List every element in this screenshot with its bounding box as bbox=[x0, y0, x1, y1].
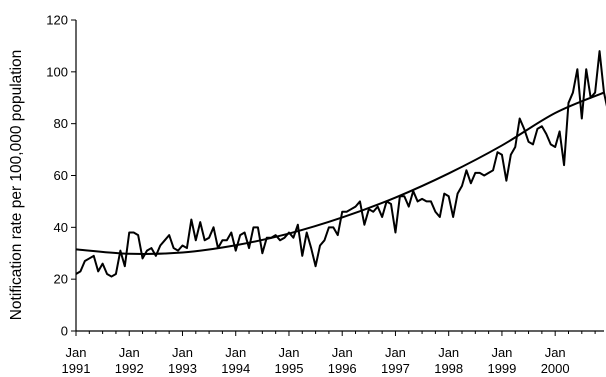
x-tick-label-month: Jan bbox=[491, 345, 512, 360]
y-tick-label: 100 bbox=[46, 64, 68, 79]
x-tick-label-year: 1992 bbox=[115, 361, 144, 376]
x-tick-label-year: 1991 bbox=[62, 361, 91, 376]
x-tick-label-month: Jan bbox=[66, 345, 87, 360]
x-tick-label-year: 1996 bbox=[328, 361, 357, 376]
x-tick-label-year: 2000 bbox=[541, 361, 570, 376]
x-tick-label-year: 1999 bbox=[487, 361, 516, 376]
x-tick-label-year: 1997 bbox=[381, 361, 410, 376]
y-tick-label: 80 bbox=[54, 116, 68, 131]
x-tick-label-month: Jan bbox=[385, 345, 406, 360]
y-tick-label: 40 bbox=[54, 220, 68, 235]
y-axis: 0 20 40 60 80 100 120 bbox=[46, 13, 77, 339]
x-tick-label-year: 1995 bbox=[275, 361, 304, 376]
x-tick-label-month: Jan bbox=[119, 345, 140, 360]
x-tick-label-month: Jan bbox=[172, 345, 193, 360]
x-tick-label-month: Jan bbox=[225, 345, 246, 360]
x-tick-label-month: Jan bbox=[278, 345, 299, 360]
x-tick-label-year: 1994 bbox=[221, 361, 250, 376]
x-axis: Jan1991Jan1992Jan1993Jan1994Jan1995Jan19… bbox=[62, 330, 604, 376]
y-tick-label: 60 bbox=[54, 168, 68, 183]
y-tick-label: 20 bbox=[54, 272, 68, 287]
y-tick-label: 0 bbox=[61, 324, 68, 339]
y-tick-label: 120 bbox=[46, 13, 68, 28]
x-tick-label-month: Jan bbox=[332, 345, 353, 360]
trend-line-quadratic bbox=[75, 91, 605, 255]
x-tick-label-month: Jan bbox=[438, 345, 459, 360]
x-tick-label-year: 1998 bbox=[434, 361, 463, 376]
x-tick-label-year: 1993 bbox=[168, 361, 197, 376]
y-axis-title: Notification rate per 100,000 population bbox=[8, 50, 25, 321]
plot-area bbox=[75, 50, 606, 278]
series-line-monthly-rate bbox=[75, 50, 606, 278]
x-tick-label-month: Jan bbox=[545, 345, 566, 360]
